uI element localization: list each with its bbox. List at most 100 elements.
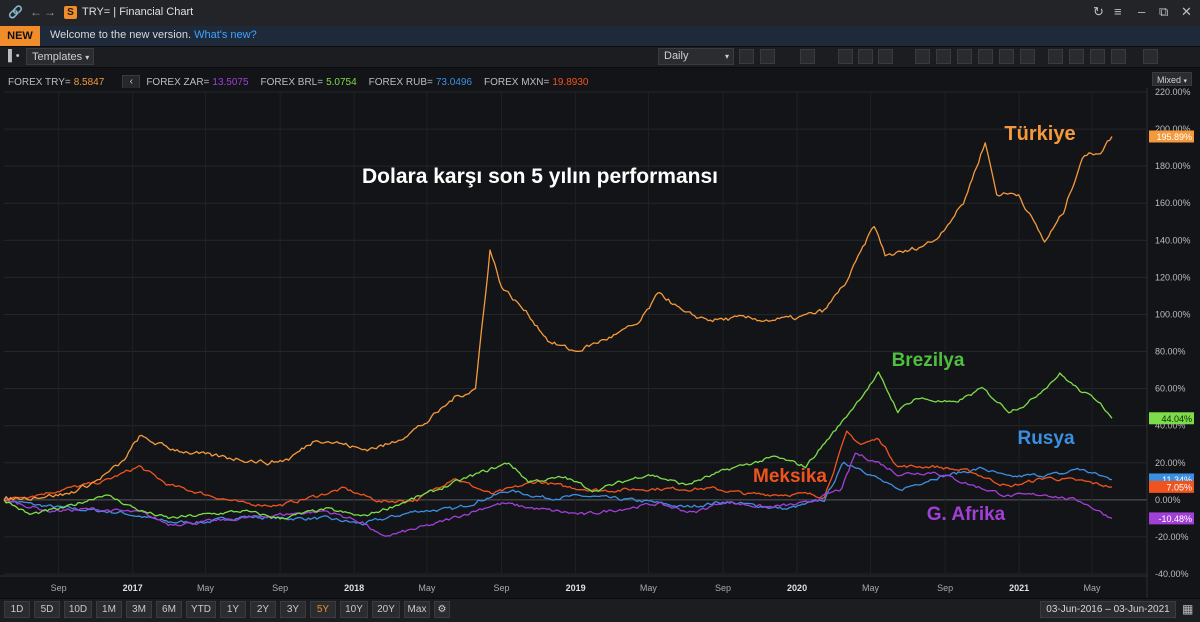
x-tick-label: May: [418, 583, 436, 593]
range-button-1m[interactable]: 1M: [96, 601, 122, 618]
series-annotation: G. Afrika: [927, 504, 1006, 525]
calendar-icon[interactable]: ▦: [1182, 602, 1194, 616]
column-icon[interactable]: [1069, 49, 1084, 64]
chart-type-icon[interactable]: [760, 49, 775, 64]
last-value-tag: -10.48%: [1149, 512, 1194, 525]
whats-new-link[interactable]: What's new?: [194, 29, 257, 41]
window-title: TRY= | Financial Chart: [82, 6, 194, 18]
range-button-2y[interactable]: 2Y: [250, 601, 276, 618]
price-chart[interactable]: 220.00% 200.00% 180.00% 160.00% 140.00% 120.0…: [0, 88, 1200, 598]
crosshair-icon[interactable]: [957, 49, 972, 64]
studies-icon[interactable]: [858, 49, 873, 64]
x-tick-label: 2017: [123, 583, 143, 593]
x-tick-label: Sep: [51, 583, 67, 593]
range-button-1d[interactable]: 1D: [4, 601, 30, 618]
x-tick-label: May: [1083, 583, 1101, 593]
y-tick-label: -20.00%: [1155, 532, 1189, 542]
date-range-display[interactable]: 03-Jun-2016 – 03-Jun-2021: [1040, 601, 1176, 618]
legend-key: FOREX MXN=: [484, 77, 550, 89]
last-value-tag-bg: [1149, 512, 1194, 525]
share-icon[interactable]: [1143, 49, 1158, 64]
chevron-down-icon: ▾: [1183, 78, 1188, 85]
y-tick-label: 160.00%: [1155, 198, 1191, 208]
close-button[interactable]: ✕: [1181, 4, 1192, 19]
series-line-t-rkiye[interactable]: [3, 136, 1113, 501]
last-value-tag-bg: [1149, 480, 1194, 493]
x-tick-label: May: [197, 583, 215, 593]
legend-item[interactable]: FOREX TRY= 8.5847: [8, 77, 110, 88]
last-value-tag: 44.04%: [1149, 412, 1194, 425]
series-annotation: Rusya: [1017, 428, 1074, 449]
legend-item[interactable]: FOREX ZAR= 13.5075: [146, 77, 254, 88]
annotation-icon[interactable]: [978, 49, 993, 64]
link-icon[interactable]: 🔗: [8, 5, 23, 19]
legend-value: 13.5075: [212, 77, 249, 89]
range-button-max[interactable]: Max: [404, 601, 430, 618]
minimize-button[interactable]: –: [1138, 4, 1146, 19]
banner-text: Welcome to the new version.: [50, 29, 192, 41]
legend-item[interactable]: FOREX RUB= 73.0496: [369, 77, 478, 88]
menu-icon[interactable]: ≡: [1114, 4, 1122, 19]
restore-button[interactable]: ⧉: [1159, 4, 1169, 19]
list-icon[interactable]: [800, 49, 815, 64]
x-tick-label: May: [640, 583, 658, 593]
x-tick-label: 2020: [787, 583, 807, 593]
x-tick-label: Sep: [937, 583, 953, 593]
interval-select[interactable]: Daily ▾: [658, 48, 734, 65]
zoom-icon[interactable]: [999, 49, 1014, 64]
range-button-5y[interactable]: 5Y: [310, 601, 336, 618]
sidebar-toggle-icon[interactable]: ▌•: [8, 50, 20, 62]
settings-icon[interactable]: [1090, 49, 1105, 64]
line-style-icon[interactable]: [739, 49, 754, 64]
series-line-g-afrika[interactable]: [3, 452, 1113, 537]
compare-icon[interactable]: [1048, 49, 1063, 64]
legend-key: FOREX BRL=: [260, 77, 324, 89]
drawing-icon[interactable]: [878, 49, 893, 64]
x-tick-label: Sep: [494, 583, 510, 593]
range-button-6m[interactable]: 6M: [156, 601, 182, 618]
new-badge: NEW: [0, 26, 40, 46]
scale-mode-select[interactable]: Mixed ▾: [1152, 72, 1192, 86]
y-tick-label: 200.00%: [1155, 124, 1191, 134]
range-button-20y[interactable]: 20Y: [372, 601, 400, 618]
scale-mode-label: Mixed: [1157, 75, 1182, 85]
series-annotation: Türkiye: [1004, 123, 1075, 145]
range-button-1y[interactable]: 1Y: [220, 601, 246, 618]
range-button-10y[interactable]: 10Y: [340, 601, 368, 618]
series-line-meksika[interactable]: [3, 430, 1113, 508]
last-value-label: -10.48%: [1158, 514, 1192, 524]
last-value-label: 7.05%: [1166, 482, 1192, 492]
y-tick-label: -40.00%: [1155, 569, 1189, 579]
update-banner: NEW Welcome to the new version. What's n…: [0, 26, 1200, 47]
range-button-3y[interactable]: 3Y: [280, 601, 306, 618]
templates-dropdown[interactable]: Templates ▾: [26, 48, 94, 65]
currency-icon[interactable]: [838, 49, 853, 64]
banner-message: Welcome to the new version. What's new?: [50, 29, 257, 41]
x-tick-label: 2018: [344, 583, 364, 593]
text-icon[interactable]: [936, 49, 951, 64]
range-button-10d[interactable]: 10D: [64, 601, 92, 618]
interval-label: Daily: [664, 50, 689, 62]
templates-label: Templates: [32, 51, 83, 63]
back-icon[interactable]: ←: [30, 5, 42, 19]
range-button-5d[interactable]: 5D: [34, 601, 60, 618]
magnet-icon[interactable]: [915, 49, 930, 64]
last-value-label: 11.34%: [1162, 475, 1192, 485]
refresh-icon[interactable]: ↻: [1093, 4, 1104, 19]
bar-style-icon[interactable]: [1020, 49, 1035, 64]
legend-value: 8.5847: [73, 77, 105, 89]
forward-icon[interactable]: →: [44, 5, 56, 19]
legend-key: FOREX ZAR=: [146, 77, 210, 89]
reset-icon[interactable]: [1111, 49, 1126, 64]
range-button-ytd[interactable]: YTD: [186, 601, 216, 618]
series-annotation: Brezilya: [892, 350, 965, 371]
range-settings-icon[interactable]: ⚙: [434, 601, 450, 618]
y-tick-label: 0.00%: [1155, 495, 1181, 505]
y-tick-label: 220.00%: [1155, 88, 1191, 97]
legend-item[interactable]: FOREX MXN= 19.8930: [484, 77, 594, 88]
series-line-brezilya[interactable]: [3, 371, 1113, 520]
series-annotation: Meksika: [753, 466, 827, 487]
range-button-3m[interactable]: 3M: [126, 601, 152, 618]
legend-item[interactable]: FOREX BRL= 5.0754: [261, 77, 363, 88]
legend-key: FOREX RUB=: [368, 77, 433, 89]
